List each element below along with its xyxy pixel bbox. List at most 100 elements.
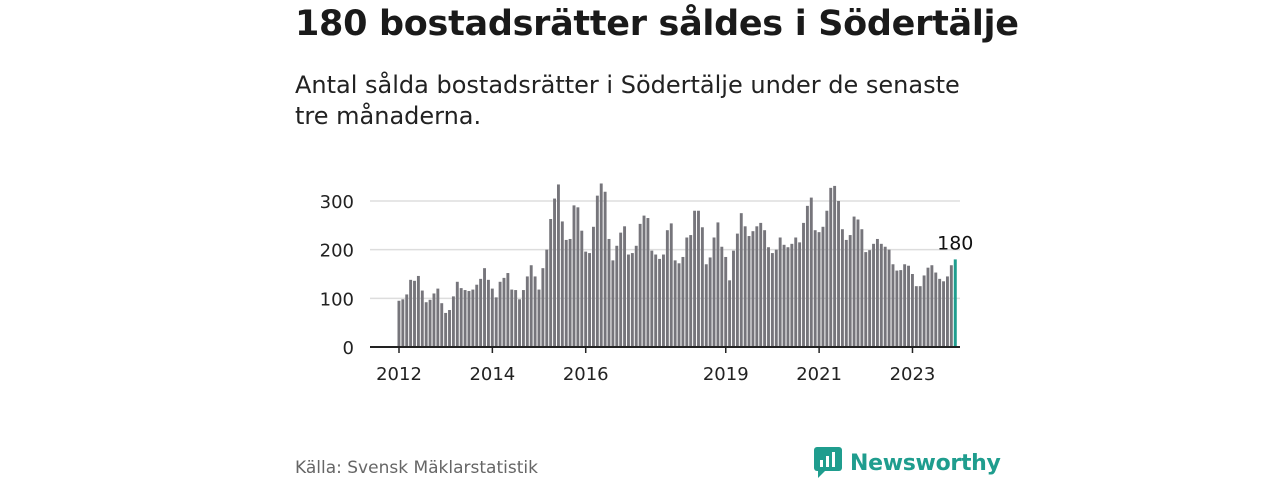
bar bbox=[479, 278, 483, 347]
bar bbox=[770, 253, 774, 347]
bar bbox=[829, 187, 833, 347]
bar bbox=[879, 243, 883, 347]
bar bbox=[728, 280, 732, 347]
bar bbox=[837, 201, 840, 347]
bar bbox=[903, 264, 907, 347]
bar bbox=[673, 260, 677, 347]
bar bbox=[619, 232, 623, 347]
bar bbox=[467, 291, 471, 347]
bar bbox=[603, 191, 607, 347]
bar bbox=[805, 205, 809, 347]
bar bbox=[669, 223, 673, 347]
bar bbox=[767, 247, 770, 347]
bar bbox=[794, 237, 798, 347]
bar bbox=[926, 267, 930, 347]
bar bbox=[860, 229, 864, 347]
bar bbox=[440, 303, 444, 347]
bar bbox=[521, 290, 525, 347]
bar bbox=[825, 210, 829, 347]
bar bbox=[720, 246, 724, 347]
bar bbox=[553, 198, 556, 347]
bar bbox=[424, 302, 428, 347]
bar bbox=[397, 300, 401, 347]
bar bbox=[732, 250, 735, 347]
bar bbox=[448, 310, 451, 347]
bar bbox=[798, 242, 802, 347]
highlight-bar bbox=[953, 259, 957, 347]
bar bbox=[868, 250, 872, 347]
bar bbox=[817, 232, 821, 347]
bar bbox=[525, 276, 529, 347]
bar bbox=[627, 254, 630, 347]
bar bbox=[475, 284, 479, 347]
bar bbox=[778, 237, 782, 347]
bar bbox=[891, 264, 895, 347]
bar bbox=[420, 290, 424, 347]
bar bbox=[942, 281, 945, 347]
bar bbox=[774, 249, 778, 347]
bar bbox=[494, 297, 498, 347]
chart-title: 180 bostadsrätter såldes i Södertälje bbox=[295, 4, 1019, 44]
bar bbox=[646, 218, 650, 347]
bar bbox=[584, 251, 588, 347]
bar bbox=[413, 280, 416, 347]
bar bbox=[416, 275, 420, 347]
bar bbox=[759, 222, 763, 347]
bar bbox=[455, 281, 459, 347]
bar bbox=[689, 235, 693, 347]
bar bbox=[638, 223, 642, 347]
bar bbox=[693, 210, 697, 347]
bar bbox=[852, 216, 856, 347]
bar bbox=[813, 230, 817, 347]
bar bbox=[490, 288, 494, 347]
bar bbox=[848, 235, 852, 347]
bar bbox=[809, 197, 813, 347]
bar bbox=[595, 195, 599, 347]
bar bbox=[782, 244, 786, 347]
bar bbox=[697, 210, 700, 347]
bar bbox=[918, 286, 922, 347]
bar bbox=[650, 250, 654, 347]
bar bbox=[541, 268, 545, 347]
bar bbox=[471, 289, 475, 347]
chart-subtitle: Antal sålda bostadsrätter i Södertälje u… bbox=[295, 71, 960, 130]
bar bbox=[498, 281, 502, 347]
bar bbox=[910, 274, 914, 347]
bar bbox=[724, 256, 728, 347]
bar bbox=[930, 265, 934, 347]
bar bbox=[864, 252, 868, 347]
bar bbox=[654, 254, 658, 347]
bar bbox=[763, 230, 767, 347]
bar bbox=[607, 238, 611, 347]
bar bbox=[743, 226, 747, 347]
bar bbox=[537, 289, 541, 347]
bar bbox=[739, 213, 743, 347]
bar bbox=[949, 265, 953, 347]
bar bbox=[483, 268, 486, 347]
bar bbox=[887, 249, 891, 347]
bar bbox=[914, 286, 918, 347]
bar bbox=[716, 222, 720, 347]
bar bbox=[615, 245, 619, 347]
bar bbox=[677, 263, 681, 347]
bar bbox=[685, 237, 689, 347]
x-tick-label: 2019 bbox=[703, 364, 749, 385]
bar bbox=[599, 183, 603, 347]
bar bbox=[576, 207, 580, 347]
bar bbox=[518, 299, 521, 347]
bar bbox=[665, 230, 669, 347]
bar bbox=[451, 296, 455, 347]
bar bbox=[486, 279, 490, 347]
bar bbox=[708, 257, 712, 347]
bar bbox=[700, 227, 704, 347]
source-note: Källa: Svensk Mäklarstatistik bbox=[295, 458, 538, 478]
bar bbox=[572, 205, 576, 347]
bar bbox=[704, 264, 708, 347]
bar bbox=[580, 230, 584, 347]
bar bbox=[907, 265, 910, 347]
bar bbox=[506, 273, 510, 347]
y-tick-label: 100 bbox=[320, 289, 354, 310]
newsworthy-logo: Newsworthy bbox=[814, 447, 1001, 479]
bar bbox=[872, 243, 875, 347]
bar bbox=[463, 290, 467, 347]
